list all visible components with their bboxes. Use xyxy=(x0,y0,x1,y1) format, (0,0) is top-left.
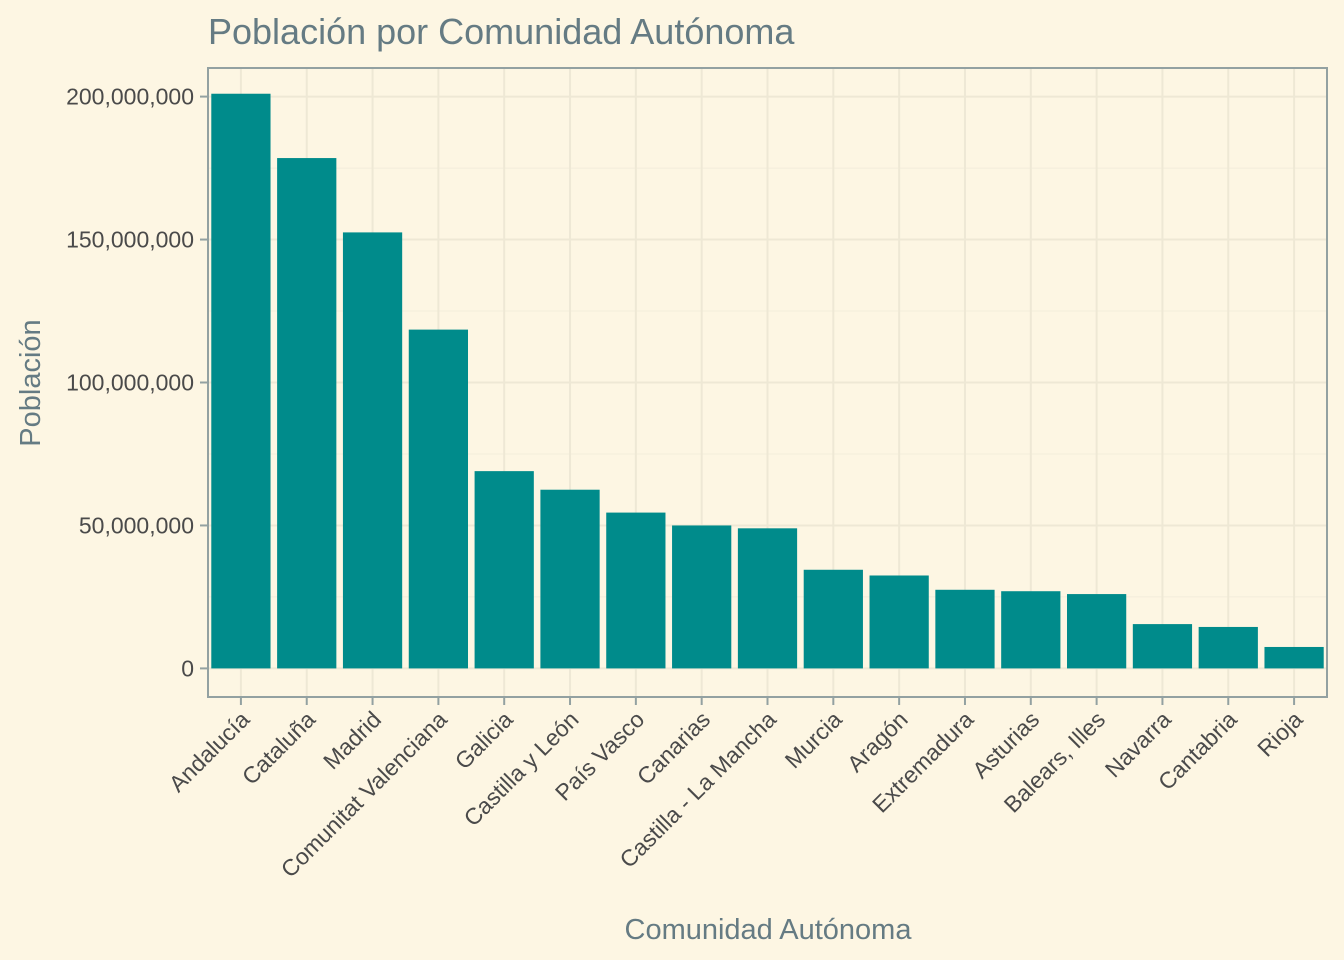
bar xyxy=(211,93,271,669)
bar xyxy=(1132,624,1193,669)
y-tick-label: 200,000,000 xyxy=(66,84,194,110)
x-tick-label: Cataluña xyxy=(237,706,321,790)
bar xyxy=(408,329,469,669)
bar xyxy=(277,158,337,669)
bar xyxy=(869,575,929,669)
bar xyxy=(540,489,600,669)
bar xyxy=(1198,626,1258,669)
y-tick-label: 150,000,000 xyxy=(66,227,194,253)
bar xyxy=(342,232,403,669)
bar xyxy=(935,589,995,669)
x-tick-label: Andalucía xyxy=(164,706,255,797)
y-tick-label: 0 xyxy=(181,655,194,681)
bar xyxy=(1264,646,1324,669)
bar xyxy=(803,569,863,669)
bar xyxy=(1066,594,1127,669)
bar xyxy=(737,528,798,669)
bar xyxy=(672,525,732,669)
y-tick-label: 50,000,000 xyxy=(79,512,194,538)
chart-title: Población por Comunidad Autónoma xyxy=(208,11,795,52)
y-tick-label: 100,000,000 xyxy=(66,370,194,396)
bars xyxy=(211,93,1324,669)
x-axis-title: Comunidad Autónoma xyxy=(625,914,913,946)
y-axis: 0 50,000,000 100,000,000 150,000,000 200,000… xyxy=(66,84,208,681)
bar xyxy=(606,512,666,669)
x-tick-label: Castilla y León xyxy=(459,706,584,831)
x-tick-label: Rioja xyxy=(1252,706,1308,762)
y-axis-title: Población xyxy=(15,319,47,446)
bar xyxy=(474,471,534,669)
x-tick-label: Murcia xyxy=(780,706,847,773)
bar xyxy=(1001,591,1061,669)
